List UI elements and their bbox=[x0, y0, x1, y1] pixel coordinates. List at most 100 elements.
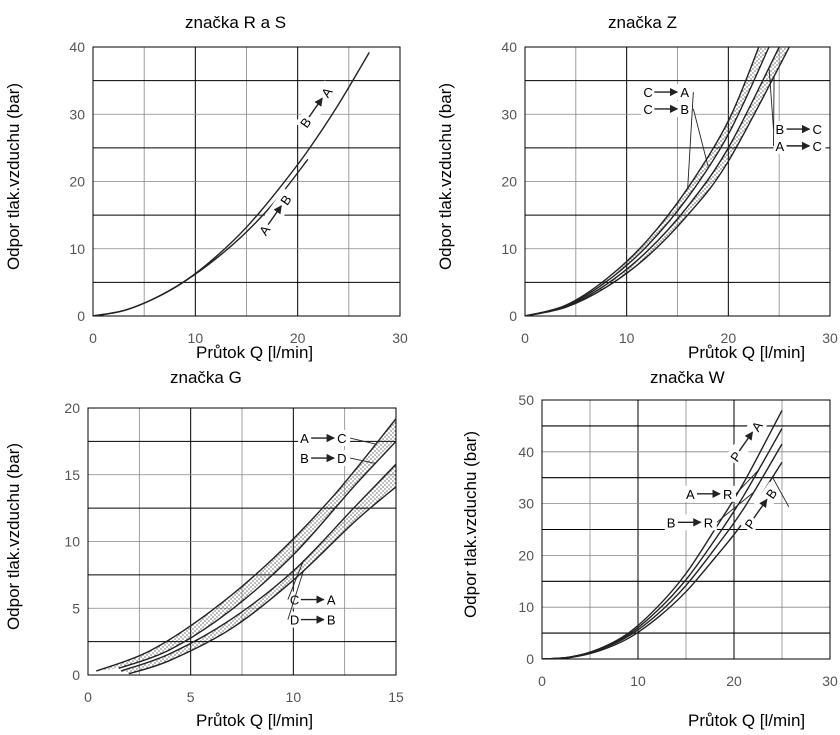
y-tick-label: 50 bbox=[518, 392, 534, 408]
y-tick-label: 20 bbox=[64, 400, 80, 416]
series-annotation: PA bbox=[725, 414, 769, 467]
chart-2: 0 10 20 30 0 10 20 30 40 značka Z Průtok Q [l/min]… bbox=[436, 13, 838, 362]
y-tick-label: 10 bbox=[518, 599, 534, 615]
x-tick-label: 0 bbox=[89, 330, 97, 346]
annotation-arrow bbox=[738, 431, 754, 452]
y-tick-label: 30 bbox=[69, 106, 85, 122]
y-tick-label: 30 bbox=[518, 496, 534, 512]
y-tick-label: 30 bbox=[501, 106, 517, 122]
series-line-4 bbox=[542, 461, 783, 659]
series-annotation: AB bbox=[254, 188, 298, 240]
annotation-to: R bbox=[704, 515, 713, 530]
y-tick-label: 0 bbox=[526, 651, 534, 667]
x-tick-label: 10 bbox=[619, 330, 635, 346]
annotation-leader bbox=[350, 457, 376, 464]
series-line-1 bbox=[95, 418, 396, 672]
annotation-to: C bbox=[813, 122, 822, 137]
annotation-arrow bbox=[308, 97, 323, 118]
series-line-2 bbox=[93, 158, 309, 316]
x-tick-label: 15 bbox=[388, 689, 404, 705]
chart-4: 0 10 20 30 0 10 20 30 40 50 značka W Průtok Q [l/mi… bbox=[461, 368, 838, 730]
chart-title: značka G bbox=[170, 368, 242, 387]
annotation-leader bbox=[287, 560, 305, 600]
annotation-from: C bbox=[643, 102, 652, 117]
plot-frame bbox=[524, 46, 831, 317]
x-tick-label: 20 bbox=[726, 673, 742, 689]
y-tick-label: 10 bbox=[501, 241, 517, 257]
annotation-from: B bbox=[667, 515, 676, 530]
y-axis-label: Odpor tlak.vzduchu (bar) bbox=[4, 443, 23, 630]
series-line-2 bbox=[118, 440, 396, 669]
annotation-arrow bbox=[267, 205, 282, 226]
annotation-arrow bbox=[753, 498, 768, 519]
series-line-2 bbox=[542, 428, 783, 659]
y-tick-label: 5 bbox=[72, 600, 80, 616]
plot-area bbox=[525, 47, 790, 316]
plot-frame bbox=[541, 399, 831, 660]
series-line-4 bbox=[128, 486, 396, 675]
series-annotation: BA bbox=[295, 80, 338, 133]
y-tick-label: 40 bbox=[501, 39, 517, 55]
annotation-leader bbox=[716, 492, 754, 523]
x-tick-label: 0 bbox=[84, 689, 92, 705]
y-tick-label: 10 bbox=[69, 241, 85, 257]
x-axis-label: Průtok Q [l/min] bbox=[688, 711, 805, 730]
grid bbox=[92, 46, 401, 317]
annotation-leader bbox=[687, 92, 694, 189]
x-tick-label: 20 bbox=[721, 330, 737, 346]
y-axis-label: Odpor tlak.vzduchu (bar) bbox=[436, 83, 455, 270]
annotation-from: B bbox=[300, 451, 309, 466]
annotation-leader bbox=[287, 570, 305, 620]
chart-title: značka W bbox=[650, 368, 725, 387]
annotation-leader bbox=[350, 437, 376, 445]
y-tick-label: 20 bbox=[501, 174, 517, 190]
annotation-from: A bbox=[776, 139, 785, 154]
annotation-to: B bbox=[327, 613, 336, 628]
x-tick-label: 10 bbox=[188, 330, 204, 346]
y-tick-label: 0 bbox=[77, 308, 85, 324]
x-axis-label: Průtok Q [l/min] bbox=[196, 343, 313, 362]
y-tick-label: 0 bbox=[509, 308, 517, 324]
series-line-3 bbox=[542, 443, 783, 659]
annotation-from: B bbox=[776, 122, 785, 137]
shaded-band bbox=[120, 464, 396, 674]
annotation-to: D bbox=[337, 451, 346, 466]
annotation-from: A bbox=[300, 431, 309, 446]
series-annotation: PB bbox=[739, 481, 783, 534]
y-tick-label: 15 bbox=[64, 467, 80, 483]
x-tick-label: 10 bbox=[286, 689, 302, 705]
x-tick-label: 5 bbox=[187, 689, 195, 705]
annotation-to: C bbox=[337, 431, 346, 446]
x-tick-label: 0 bbox=[538, 673, 546, 689]
annotation-leader bbox=[692, 108, 709, 167]
annotation-to: A bbox=[680, 85, 689, 100]
y-tick-label: 40 bbox=[69, 39, 85, 55]
y-tick-label: 10 bbox=[64, 534, 80, 550]
annotation-from: D bbox=[290, 613, 299, 628]
x-tick-label: 30 bbox=[822, 673, 838, 689]
annotation-leader bbox=[735, 470, 759, 495]
y-tick-label: 20 bbox=[518, 547, 534, 563]
y-axis-label: Odpor tlak.vzduchu (bar) bbox=[461, 431, 480, 618]
chart-3: 0 5 10 15 0 5 10 15 20 značka G Průtok Q [l/min] Od… bbox=[4, 368, 404, 730]
annotation-from: C bbox=[643, 85, 652, 100]
annotation-leader bbox=[772, 476, 790, 507]
x-axis-label: Průtok Q [l/min] bbox=[688, 343, 805, 362]
x-tick-label: 10 bbox=[630, 673, 646, 689]
annotation-from: A bbox=[686, 487, 695, 502]
x-tick-label: 30 bbox=[822, 330, 838, 346]
shaded-band bbox=[96, 418, 396, 671]
plot-frame bbox=[92, 46, 401, 317]
annotation-leader bbox=[768, 67, 774, 130]
annotation-to: A bbox=[327, 593, 336, 608]
x-tick-label: 0 bbox=[521, 330, 529, 346]
chart-1: 0 10 20 30 0 10 20 30 40 značka R a S Průtok Q [l/… bbox=[4, 13, 408, 362]
plot-frame bbox=[87, 407, 397, 676]
